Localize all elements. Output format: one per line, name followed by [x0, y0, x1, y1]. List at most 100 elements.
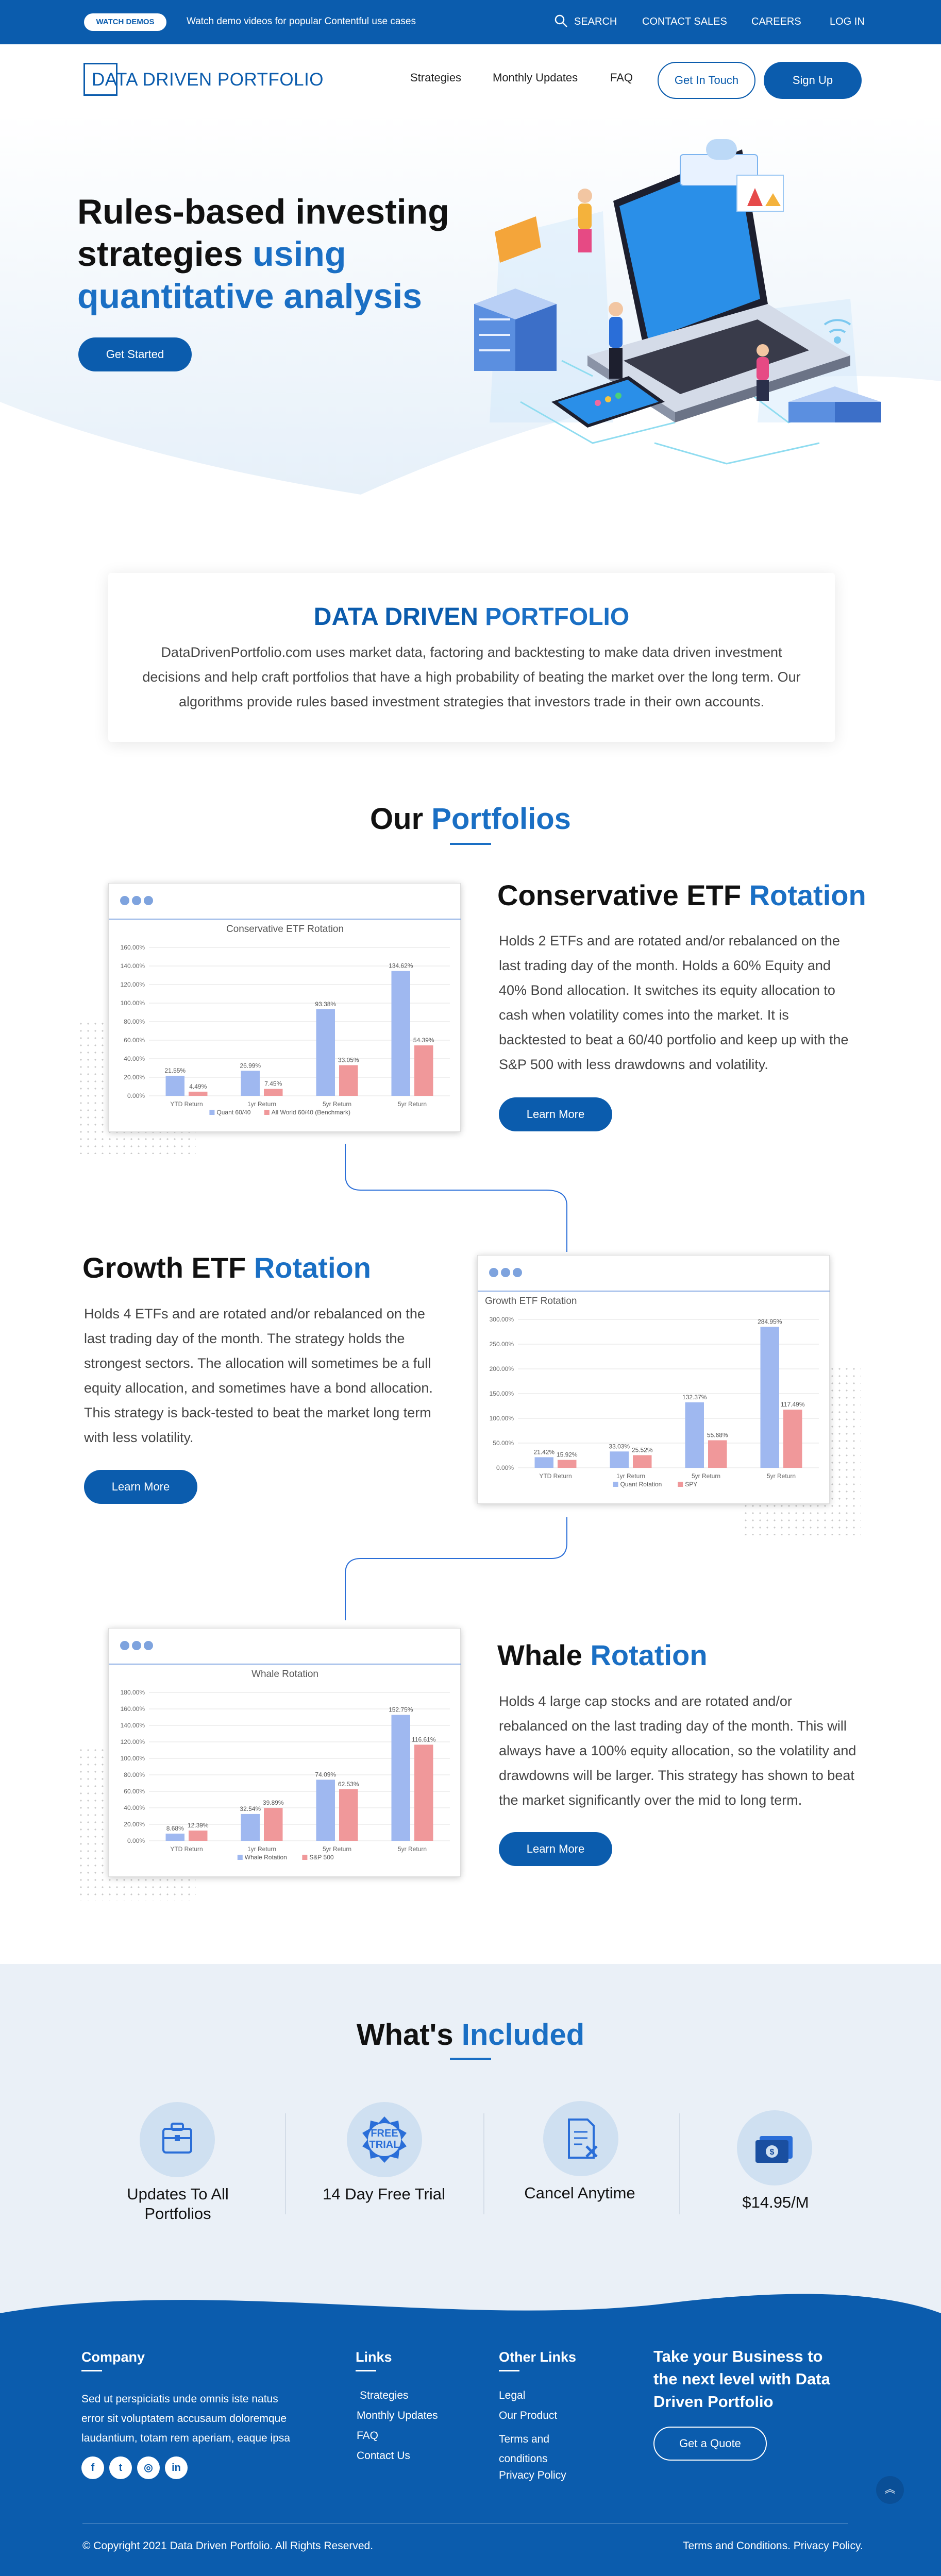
learn-more-whale-button[interactable]: Learn More — [499, 1832, 612, 1866]
get-a-quote-button[interactable]: Get a Quote — [653, 2427, 767, 2461]
logo-mark[interactable] — [83, 63, 117, 96]
strategy-title-plain: Whale — [497, 1639, 591, 1671]
included-item-label: $14.95/M — [742, 2193, 809, 2211]
strategy-text-conservative: Holds 2 ETFs and are rotated and/or reba… — [499, 933, 849, 1072]
data-label: 7.45% — [264, 1080, 282, 1088]
linkedin-icon[interactable]: in — [165, 2456, 188, 2479]
data-label: 62.53% — [338, 1781, 359, 1788]
data-label: 74.09% — [315, 1771, 336, 1778]
facebook-icon[interactable]: f — [81, 2456, 104, 2479]
included-item-label: Updates To All Portfolios — [127, 2185, 229, 2223]
about-text: DataDrivenPortfolio.com uses market data… — [142, 645, 801, 709]
portfolios-title-blue: Portfolios — [431, 802, 571, 836]
instagram-icon[interactable]: ◎ — [137, 2456, 160, 2479]
careers-link[interactable]: CAREERS — [751, 16, 801, 27]
y-tick-label: 60.00% — [124, 1037, 145, 1044]
legend-label: Whale Rotation — [245, 1854, 287, 1861]
login-link[interactable]: LOG IN — [830, 16, 865, 27]
y-tick-label: 0.00% — [127, 1837, 145, 1844]
wifi-icon — [824, 319, 851, 344]
phone — [551, 376, 665, 428]
included-title-plain: What's — [356, 2018, 462, 2052]
y-tick-label: 140.00% — [121, 962, 145, 970]
chart-bar — [610, 1451, 629, 1468]
y-tick-label: 140.00% — [121, 1722, 145, 1729]
nav-faq[interactable]: FAQ — [610, 71, 633, 84]
footer-link-our-product[interactable]: Our Product — [499, 2410, 558, 2421]
footer-link-privacy[interactable]: Privacy Policy — [499, 2469, 566, 2481]
y-tick-label: 20.00% — [124, 1074, 145, 1081]
sign-up-button[interactable]: Sign Up — [764, 62, 862, 99]
data-label: 117.49% — [781, 1401, 805, 1408]
footer-link-terms[interactable]: Terms and conditions — [499, 2433, 550, 2465]
footer-link-strategies[interactable]: Strategies — [360, 2389, 409, 2401]
data-label: 54.39% — [413, 1037, 434, 1044]
data-label: 152.75% — [389, 1706, 413, 1714]
y-tick-label: 60.00% — [124, 1788, 145, 1795]
chart-bar — [189, 1091, 208, 1096]
search-icon[interactable] — [553, 13, 569, 29]
whale-chart: Whale Rotation 0.00% 20.00% 40.00% 60.00% 80.… — [121, 1669, 450, 1861]
included-section-title: What's Included — [0, 2018, 941, 2052]
card-divider — [109, 919, 461, 920]
y-tick-label: 0.00% — [127, 1092, 145, 1099]
chart-title: Conservative ETF Rotation — [226, 924, 344, 935]
footer-link-faq[interactable]: FAQ — [357, 2430, 379, 2442]
chart-bar — [189, 1831, 208, 1841]
footer-link-contact[interactable]: Contact Us — [357, 2450, 410, 2462]
nav-strategies[interactable]: Strategies — [410, 71, 462, 84]
x-tick-label: 1yr Return — [247, 1100, 276, 1108]
legend-label: All World 60/40 (Benchmark) — [272, 1109, 350, 1116]
data-label: 25.52% — [632, 1447, 653, 1454]
legend-swatch — [209, 1110, 215, 1115]
strategy-text-whale: Holds 4 large cap stocks and are rotated… — [499, 1693, 856, 1808]
chart-bar — [558, 1460, 577, 1468]
y-tick-label: 300.00% — [490, 1316, 514, 1323]
legend-swatch — [237, 1855, 243, 1860]
legend-swatch — [613, 1482, 618, 1487]
chart-card-conservative: Conservative ETF Rotation 0.00% 20.00% 40.0… — [108, 883, 461, 1132]
included-divider — [679, 2113, 680, 2214]
laptop — [587, 149, 850, 422]
scroll-to-top-icon[interactable]: ︽ — [876, 2476, 904, 2504]
footer-link-monthly-updates[interactable]: Monthly Updates — [357, 2410, 438, 2421]
learn-more-growth-button[interactable]: Learn More — [84, 1470, 197, 1504]
footer-cta-heading: Take your Business to the next level wit… — [653, 2347, 830, 2411]
y-tick-label: 100.00% — [121, 1755, 145, 1762]
card-divider — [478, 1291, 830, 1292]
get-in-touch-button[interactable]: Get In Touch — [658, 62, 755, 99]
learn-more-conservative-button[interactable]: Learn More — [499, 1097, 612, 1131]
y-tick-label: 80.00% — [124, 1018, 145, 1025]
y-tick-label: 40.00% — [124, 1804, 145, 1811]
chart-bar — [760, 1327, 779, 1468]
legend-swatch — [264, 1110, 270, 1115]
strategy-title-plain: Conservative ETF — [497, 879, 749, 911]
y-tick-label: 150.00% — [490, 1390, 514, 1397]
chart-bar — [708, 1440, 727, 1468]
footer-company-heading: Company — [81, 2349, 145, 2365]
watch-demos-button[interactable]: WATCH DEMOS — [84, 13, 166, 31]
nav-monthly-updates[interactable]: Monthly Updates — [493, 71, 578, 84]
window-dots — [489, 1268, 525, 1280]
hero-title-line2-blue: using — [253, 234, 346, 274]
footer-terms-privacy[interactable]: Terms and Conditions. Privacy Policy. — [683, 2540, 863, 2552]
chart-bar — [633, 1455, 652, 1468]
y-tick-label: 250.00% — [490, 1341, 514, 1348]
data-label: 15.92% — [557, 1451, 578, 1459]
logo-text[interactable]: DATA DRIVEN PORTFOLIO — [92, 70, 324, 90]
get-started-button[interactable]: Get Started — [78, 337, 192, 371]
chart-bar — [391, 1715, 410, 1841]
hero-title-line1: Rules-based investing — [77, 192, 449, 231]
legend-label: SPY — [685, 1481, 697, 1488]
promo-text[interactable]: Watch demo videos for popular Contentful… — [187, 16, 416, 27]
growth-chart: Growth ETF Rotation 0.00% 50.00% 100.00% 150… — [485, 1296, 819, 1488]
footer-link-legal[interactable]: Legal — [499, 2389, 526, 2401]
chart-card-growth: Growth ETF Rotation 0.00% 50.00% 100.00% 150… — [477, 1255, 830, 1504]
conservative-chart: Conservative ETF Rotation 0.00% 20.00% 40.0… — [121, 924, 450, 1116]
strategy-title-growth: Growth ETF Rotation — [82, 1251, 371, 1284]
chart-bar — [241, 1814, 260, 1841]
contact-sales-link[interactable]: CONTACT SALES — [642, 16, 727, 27]
search-link[interactable]: SEARCH — [574, 16, 617, 27]
twitter-icon[interactable]: t — [109, 2456, 132, 2479]
money-icon: $ — [737, 2110, 812, 2185]
